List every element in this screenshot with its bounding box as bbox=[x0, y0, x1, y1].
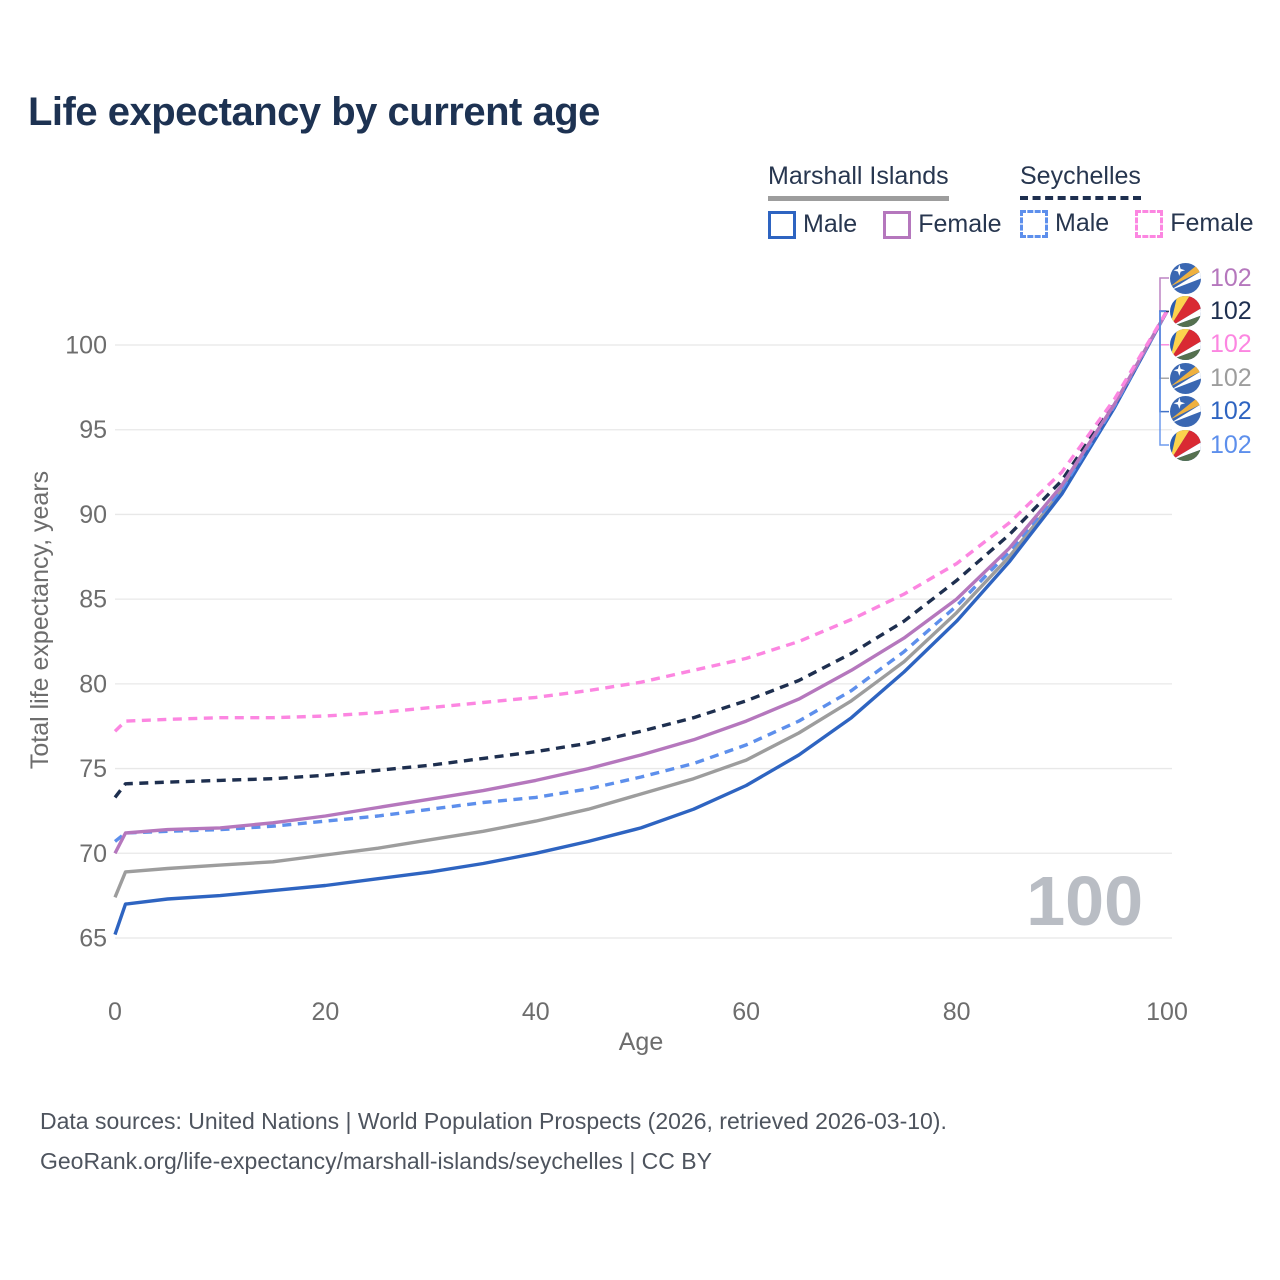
chart-plot: 65 70 75 80 85 90 95 100 0 20 40 60 80 100 Total lif… bbox=[26, 277, 1188, 1026]
series-line-marshall-islands-male bbox=[113, 310, 1169, 936]
end-label-leader-lines bbox=[1159, 277, 1169, 446]
series-lines bbox=[113, 310, 1169, 936]
end-value: 102 bbox=[1210, 430, 1252, 459]
x-tick-label: 20 bbox=[311, 998, 339, 1026]
legend-group-seychelles: Seychelles Male Female bbox=[1020, 162, 1254, 238]
end-label-row-marshall-islands-total: 102 bbox=[1170, 361, 1252, 395]
legend-group-title: Seychelles bbox=[1020, 162, 1141, 200]
end-value: 102 bbox=[1210, 363, 1252, 392]
y-tick-label: 70 bbox=[79, 840, 107, 868]
end-label-row-seychelles-male: 102 bbox=[1170, 428, 1252, 462]
legend-items: Male Female bbox=[1020, 209, 1254, 238]
x-tick-label: 0 bbox=[108, 998, 122, 1026]
seychelles-flag-icon bbox=[1170, 429, 1201, 461]
end-value: 102 bbox=[1210, 330, 1252, 359]
y-tick-label: 85 bbox=[79, 586, 107, 614]
gridlines bbox=[115, 344, 1172, 939]
series-line-marshall-islands-female bbox=[113, 310, 1169, 855]
attribution-text: GeoRank.org/life-expectancy/marshall-isl… bbox=[40, 1148, 712, 1174]
y-tick-label: 90 bbox=[79, 501, 107, 529]
line-swatch-icon bbox=[1135, 209, 1164, 238]
legend-item-label: Male bbox=[1055, 209, 1110, 237]
line-swatch-icon bbox=[768, 210, 796, 239]
end-value: 102 bbox=[1210, 263, 1252, 292]
leader-line bbox=[1159, 310, 1169, 446]
legend-group-marshall-islands: Marshall Islands Male Female bbox=[768, 162, 1002, 239]
leader-line bbox=[1159, 277, 1169, 312]
marshall-islands-flag-icon bbox=[1170, 262, 1201, 294]
legend-items: Male Female bbox=[768, 210, 1002, 239]
legend-group-title: Marshall Islands bbox=[768, 162, 949, 201]
seychelles-flag-icon bbox=[1170, 329, 1201, 361]
end-value: 102 bbox=[1210, 296, 1252, 325]
age-counter-watermark: 100 bbox=[1026, 862, 1143, 940]
data-source-text: Data sources: United Nations | World Pop… bbox=[40, 1108, 947, 1134]
legend-item-label: Female bbox=[918, 210, 1002, 238]
y-tick-label: 65 bbox=[79, 925, 107, 953]
end-label-row-seychelles-total: 102 bbox=[1170, 294, 1252, 328]
x-axis-tick-labels: 0 20 40 60 80 100 bbox=[108, 998, 1188, 1026]
legend-item-label: Female bbox=[1170, 209, 1254, 237]
x-tick-label: 80 bbox=[943, 998, 971, 1026]
y-tick-label: 100 bbox=[65, 332, 107, 360]
end-label-row-seychelles-female: 102 bbox=[1170, 328, 1252, 362]
x-tick-label: 100 bbox=[1146, 998, 1188, 1026]
legend-item-marshall-female[interactable]: Female bbox=[883, 210, 1002, 239]
marshall-islands-flag-icon bbox=[1170, 396, 1201, 428]
marshall-islands-flag-icon bbox=[1170, 362, 1201, 394]
page-title: Life expectancy by current age bbox=[28, 90, 600, 134]
end-value: 102 bbox=[1210, 397, 1252, 426]
y-tick-label: 80 bbox=[79, 670, 107, 698]
seychelles-flag-icon bbox=[1170, 295, 1201, 327]
y-tick-label: 95 bbox=[79, 416, 107, 444]
legend-item-seychelles-male[interactable]: Male bbox=[1020, 209, 1109, 238]
line-swatch-icon bbox=[1020, 209, 1048, 238]
series-line-seychelles-male bbox=[113, 310, 1169, 843]
legend-item-marshall-male[interactable]: Male bbox=[768, 210, 857, 239]
leader-line bbox=[1159, 310, 1169, 413]
x-axis-title: Age bbox=[618, 1028, 664, 1056]
y-axis-tick-labels: 65 70 75 80 85 90 95 100 bbox=[65, 332, 107, 953]
legend-item-label: Male bbox=[803, 210, 858, 238]
end-label-row-marshall-islands-female: 102 bbox=[1170, 261, 1252, 295]
y-tick-label: 75 bbox=[79, 755, 107, 783]
series-line-marshall-islands-total bbox=[113, 310, 1169, 898]
x-tick-label: 40 bbox=[522, 998, 550, 1026]
legend-item-seychelles-female[interactable]: Female bbox=[1135, 209, 1254, 238]
y-axis-title: Total life expectancy, years bbox=[26, 471, 54, 769]
x-tick-label: 60 bbox=[732, 998, 760, 1026]
line-swatch-icon bbox=[883, 210, 912, 239]
end-label-row-marshall-islands-male: 102 bbox=[1170, 395, 1252, 429]
series-line-seychelles-female bbox=[113, 310, 1169, 733]
